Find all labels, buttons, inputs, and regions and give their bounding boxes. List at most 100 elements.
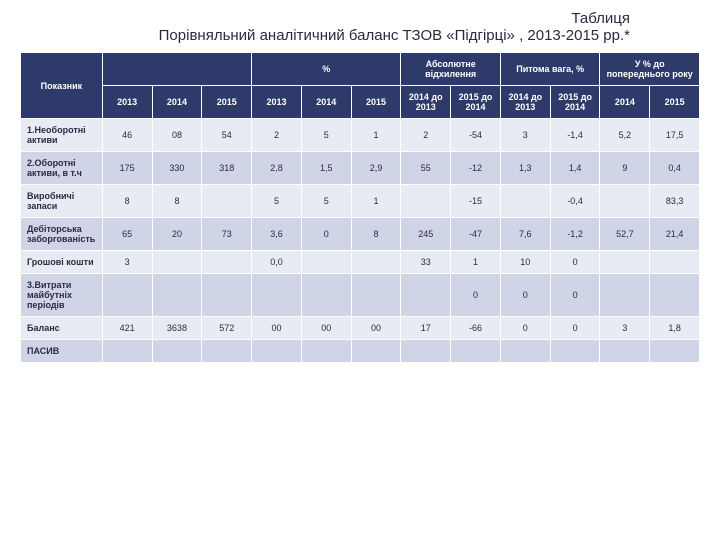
cell: 33 (401, 251, 451, 274)
cell (202, 340, 252, 363)
cell: 2 (401, 119, 451, 152)
sub-tp2: 2015 (650, 86, 700, 119)
cell (650, 274, 700, 317)
sub-wt2: 2015 до 2014 (550, 86, 600, 119)
cell (650, 340, 700, 363)
cell (152, 340, 202, 363)
cell: 175 (102, 152, 152, 185)
cell: 0 (550, 274, 600, 317)
cell (202, 251, 252, 274)
sub-2015: 2015 (202, 86, 252, 119)
cell: 5,2 (600, 119, 650, 152)
table-row: 1.Необоротні активи 4608542512-543-1,45,… (21, 119, 700, 152)
cell: 1 (351, 185, 401, 218)
cell: 0 (500, 317, 550, 340)
cell: 421 (102, 317, 152, 340)
cell: 17 (401, 317, 451, 340)
cell (600, 251, 650, 274)
cell (202, 274, 252, 317)
col-group-absdev: Абсолютне відхилення (401, 53, 501, 86)
cell (500, 340, 550, 363)
sub-2014: 2014 (152, 86, 202, 119)
title-line2: Порівняльний аналітичний баланс ТЗОВ «Пі… (20, 27, 630, 44)
header-row-2: 2013 2014 2015 2013 2014 2015 2014 до 20… (21, 86, 700, 119)
cell: 9 (600, 152, 650, 185)
sub-2013: 2013 (102, 86, 152, 119)
cell: 245 (401, 218, 451, 251)
sub-ad2: 2015 до 2014 (451, 86, 501, 119)
cell: 0 (301, 218, 351, 251)
table-row: 2.Оборотні активи, в т.ч 1753303182,81,5… (21, 152, 700, 185)
sub-p2015: 2015 (351, 86, 401, 119)
cell: 1 (451, 251, 501, 274)
cell: 330 (152, 152, 202, 185)
cell: -0,4 (550, 185, 600, 218)
col-group-weight: Питома вага, % (500, 53, 600, 86)
row-label: 1.Необоротні активи (21, 119, 103, 152)
cell: 1,5 (301, 152, 351, 185)
col-group-percent: % (252, 53, 401, 86)
cell: 3 (500, 119, 550, 152)
table-row: Грошові кошти 30,0331100 (21, 251, 700, 274)
cell: 55 (401, 152, 451, 185)
cell (600, 274, 650, 317)
row-label: 2.Оборотні активи, в т.ч (21, 152, 103, 185)
cell (451, 340, 501, 363)
cell (301, 274, 351, 317)
cell: -47 (451, 218, 501, 251)
title-line1: Таблиця (20, 10, 630, 27)
cell: -15 (451, 185, 501, 218)
col-group-toprev: У % до попереднього року (600, 53, 700, 86)
cell (252, 274, 302, 317)
cell (202, 185, 252, 218)
cell: -1,4 (550, 119, 600, 152)
sub-p2014: 2014 (301, 86, 351, 119)
table-row: Дебіторська заборгованість 6520733,60824… (21, 218, 700, 251)
cell: 2,8 (252, 152, 302, 185)
cell: 8 (351, 218, 401, 251)
cell: 0,0 (252, 251, 302, 274)
cell: 5 (301, 185, 351, 218)
col-indicator: Показник (21, 53, 103, 119)
cell (102, 340, 152, 363)
table-row: Баланс 421363857200000017-660031,8 (21, 317, 700, 340)
table-row: ПАСИВ (21, 340, 700, 363)
cell (500, 185, 550, 218)
cell: 3638 (152, 317, 202, 340)
cell: 52,7 (600, 218, 650, 251)
cell: 0 (550, 251, 600, 274)
cell: 17,5 (650, 119, 700, 152)
cell (600, 340, 650, 363)
cell (600, 185, 650, 218)
cell: 65 (102, 218, 152, 251)
cell: -54 (451, 119, 501, 152)
sub-p2013: 2013 (252, 86, 302, 119)
cell: 3,6 (252, 218, 302, 251)
cell (401, 274, 451, 317)
table-row: 3.Витрати майбутніх періодів 000 (21, 274, 700, 317)
cell: 54 (202, 119, 252, 152)
cell (351, 274, 401, 317)
cell: 1,8 (650, 317, 700, 340)
row-label: 3.Витрати майбутніх періодів (21, 274, 103, 317)
cell (102, 274, 152, 317)
cell: 8 (102, 185, 152, 218)
cell (301, 251, 351, 274)
cell: 83,3 (650, 185, 700, 218)
table-row: Виробничі запаси 88551-15-0,483,3 (21, 185, 700, 218)
row-label: Виробничі запаси (21, 185, 103, 218)
cell (152, 251, 202, 274)
cell: 1 (351, 119, 401, 152)
cell: -66 (451, 317, 501, 340)
cell: 7,6 (500, 218, 550, 251)
cell (550, 340, 600, 363)
header-row-1: Показник % Абсолютне відхилення Питома в… (21, 53, 700, 86)
cell: 73 (202, 218, 252, 251)
sub-wt1: 2014 до 2013 (500, 86, 550, 119)
cell: 3 (600, 317, 650, 340)
cell (252, 340, 302, 363)
cell (401, 185, 451, 218)
balance-table: Показник % Абсолютне відхилення Питома в… (20, 52, 700, 363)
row-label: Баланс (21, 317, 103, 340)
row-label: Грошові кошти (21, 251, 103, 274)
